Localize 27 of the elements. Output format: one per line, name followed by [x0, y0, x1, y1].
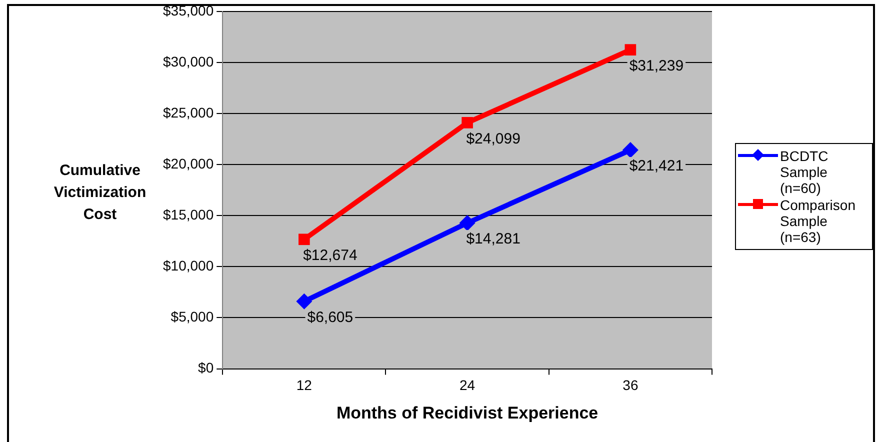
y-tick-label: $35,000	[162, 2, 214, 18]
point	[622, 142, 638, 158]
y-tick-label: $0	[198, 360, 214, 376]
legend-label: Comparison Sample (n=63)	[780, 197, 856, 245]
point	[459, 214, 476, 231]
y-tick-label: $10,000	[162, 258, 214, 274]
y-tick-label: $5,000	[170, 308, 214, 325]
y-axis-title: Cumulative Victimization Cost	[52, 161, 148, 225]
legend-label: BCDTC Sample (n=60)	[780, 148, 830, 196]
y-tick-label: $30,000	[162, 53, 214, 70]
data-label: $6,605	[307, 308, 354, 326]
point	[624, 44, 636, 56]
x-tick-label: 24	[460, 377, 476, 394]
data-label: $21,421	[629, 158, 684, 175]
y-tick-label: $15,000	[162, 206, 214, 222]
x-axis-title: Months of Recidivist Experience	[336, 403, 598, 422]
x-tick-label: 36	[622, 377, 638, 394]
point	[296, 293, 312, 310]
data-label: $24,099	[466, 130, 520, 148]
y-tick-label: $20,000	[162, 155, 214, 172]
x-tick-label: 12	[296, 377, 312, 394]
point	[298, 234, 310, 246]
data-label: $12,674	[303, 247, 358, 264]
data-label: $14,281	[466, 230, 520, 248]
data-label: $31,239	[629, 57, 684, 74]
y-tick-label: $25,000	[162, 104, 214, 120]
point	[462, 117, 473, 128]
